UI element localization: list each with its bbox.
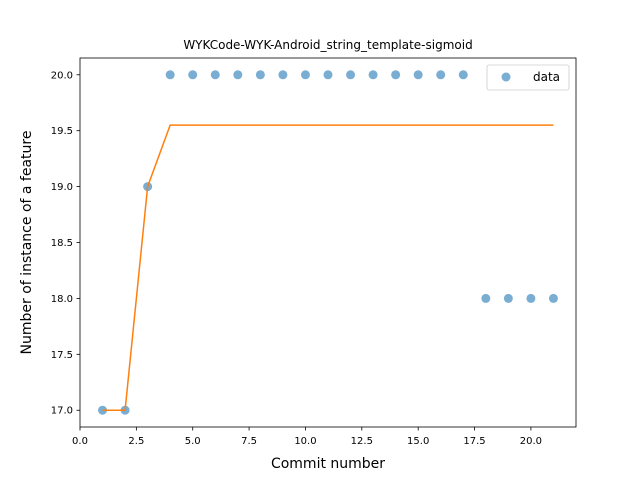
data-point: [233, 70, 243, 80]
data-point: [368, 70, 378, 80]
x-tick-label: 15.0: [407, 436, 429, 447]
x-tick-label: 0.0: [72, 436, 88, 447]
x-tick-label: 10.0: [294, 436, 316, 447]
data-point: [436, 70, 446, 80]
data-point: [278, 70, 288, 80]
legend: data: [486, 64, 570, 91]
chart-title: WYKCode-WYK-Android_string_template-sigm…: [183, 38, 472, 52]
fit-line: [102, 124, 554, 411]
y-tick-label: 17.0: [51, 406, 73, 417]
data-point: [526, 293, 536, 303]
x-tick-label: 5.0: [185, 436, 201, 447]
y-tick-label: 20.0: [51, 70, 73, 81]
x-tick-label: 12.5: [351, 436, 373, 447]
data-point: [165, 70, 175, 80]
x-axis: 0.0 2.5 5.0 7.5 10.0 12.5 15.0 17.5 20.0: [72, 427, 542, 447]
legend-marker-data: [501, 72, 511, 82]
data-point: [346, 70, 356, 80]
x-tick-label: 2.5: [128, 436, 144, 447]
y-tick-label: 18.5: [51, 238, 73, 249]
legend-frame: [486, 64, 570, 91]
data-point: [413, 70, 423, 80]
y-tick-label: 18.0: [51, 294, 73, 305]
x-tick-label: 17.5: [463, 436, 485, 447]
y-tick-label: 17.5: [51, 350, 73, 361]
y-axis: 17.0 17.5 18.0 18.5 19.0 19.5 20.0: [51, 70, 80, 417]
x-tick-label: 7.5: [241, 436, 257, 447]
plot-area: [98, 70, 558, 415]
data-point: [323, 70, 333, 80]
data-point: [481, 293, 491, 303]
y-tick-label: 19.0: [51, 182, 73, 193]
data-point: [548, 293, 558, 303]
x-tick-label: 20.0: [520, 436, 542, 447]
data-point: [391, 70, 401, 80]
data-point: [503, 293, 513, 303]
data-point: [458, 70, 468, 80]
legend-label-data: data: [533, 70, 560, 84]
y-tick-label: 19.5: [51, 126, 73, 137]
data-point: [300, 70, 310, 80]
data-point: [188, 70, 198, 80]
plot-frame: [79, 57, 577, 428]
x-axis-label: Commit number: [271, 456, 385, 472]
data-point: [210, 70, 220, 80]
y-axis-label: Number of instance of a feature: [19, 131, 35, 355]
data-point: [255, 70, 265, 80]
